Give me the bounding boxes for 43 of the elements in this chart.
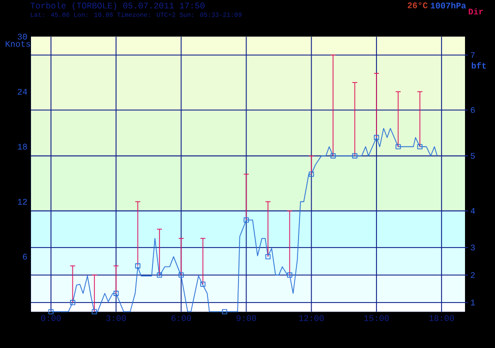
x-tick-label: 3:00 [106, 315, 126, 322]
annotation: 3 [470, 244, 475, 250]
y-tick-label: 30 [18, 34, 27, 40]
x-tick-label: 12:00 [299, 315, 324, 322]
text: 26°C [408, 2, 428, 8]
y-tick-label: 6 [22, 254, 27, 260]
x-tick-label: 0:00 [41, 315, 61, 322]
point [135, 263, 140, 268]
point [156, 272, 162, 278]
text: 1007hPa [430, 2, 466, 8]
chart-title: Torbole (TORBOLE) 05.07.2011 17:50 [30, 2, 204, 10]
point [417, 144, 422, 150]
annotation: 1 [470, 300, 475, 306]
text: bft [472, 62, 486, 69]
x-tick-label: 6:00 [172, 315, 191, 322]
point [92, 309, 97, 314]
y-tick-label: 18 [18, 144, 27, 150]
annotation: 5 [470, 153, 475, 159]
y-tick-label: 12 [18, 198, 27, 205]
x-tick-label: 15:00 [364, 315, 389, 322]
annotation: 6 [470, 107, 475, 113]
point [178, 272, 184, 278]
annotation: 2 [470, 272, 475, 278]
text: Dir [468, 8, 483, 14]
point [113, 290, 119, 296]
point [200, 282, 206, 287]
point [244, 217, 249, 223]
point [374, 134, 380, 140]
point [222, 309, 228, 314]
point [352, 153, 358, 158]
y-tick-label: 24 [18, 88, 28, 95]
x-tick-label: 18:00 [429, 315, 454, 322]
point [287, 272, 292, 278]
point [70, 300, 76, 306]
point [265, 254, 271, 260]
y-axis-title: Knots [6, 41, 30, 47]
point [396, 144, 401, 150]
x-tick-label: 9:00 [236, 315, 256, 322]
annotation: 7 [470, 52, 475, 58]
point [48, 309, 54, 314]
annotation: 4 [470, 208, 475, 214]
point [330, 153, 336, 158]
point [308, 172, 314, 177]
